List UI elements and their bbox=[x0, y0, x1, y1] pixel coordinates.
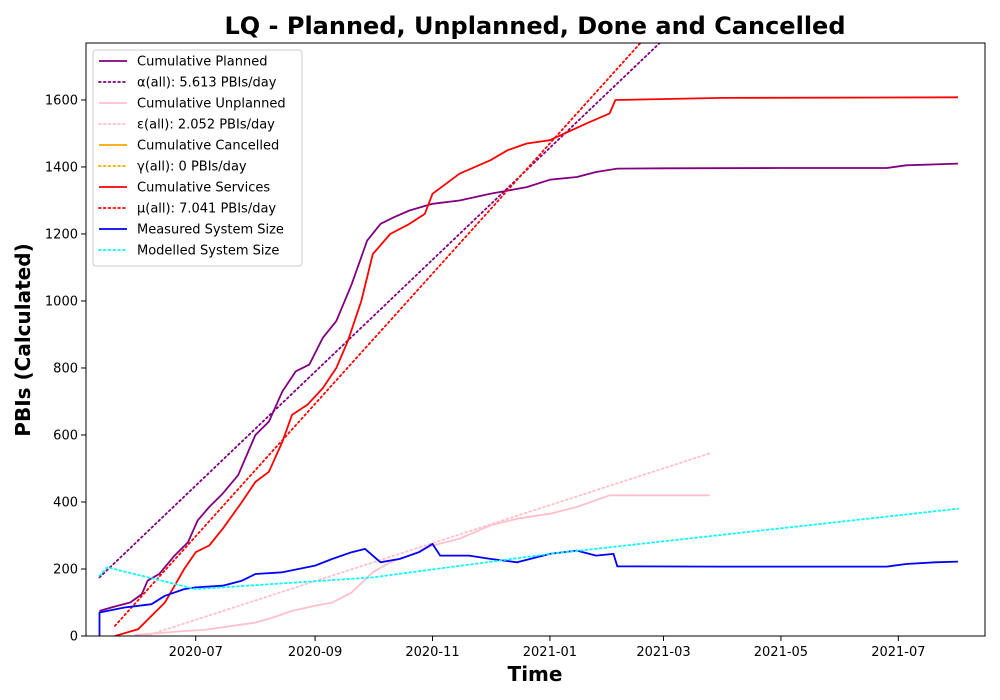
series-line-8 bbox=[98, 543, 959, 636]
x-tick-label: 2021-05 bbox=[754, 645, 808, 660]
x-tick-label: 2021-07 bbox=[871, 645, 925, 660]
series-line-9 bbox=[98, 507, 959, 590]
legend-label: Cumulative Cancelled bbox=[137, 139, 279, 154]
y-axis-label: PBIs (Calculated) bbox=[11, 243, 35, 436]
legend-label: γ(all): 0 PBIs/day bbox=[137, 160, 247, 175]
series-line-0 bbox=[99, 162, 959, 612]
y-tick-label: 1400 bbox=[45, 160, 78, 175]
legend-label: ε(all): 2.052 PBIs/day bbox=[137, 118, 275, 133]
legend-label: μ(all): 7.041 PBIs/day bbox=[137, 202, 276, 217]
y-tick-label: 1200 bbox=[45, 227, 78, 242]
axis-ticks: 2020-07 2020-09 2020-11 2021-01 2021-03 2021-… bbox=[45, 93, 926, 660]
legend-label: Cumulative Services bbox=[137, 181, 270, 196]
legend-label: Measured System Size bbox=[137, 223, 284, 238]
series-line-3 bbox=[144, 452, 711, 636]
x-tick-label: 2020-07 bbox=[169, 645, 223, 660]
plot-area bbox=[98, 43, 959, 636]
legend-label: Cumulative Planned bbox=[137, 55, 267, 70]
legend-label: Modelled System Size bbox=[137, 244, 279, 259]
series-line-6 bbox=[114, 96, 959, 636]
y-tick-label: 600 bbox=[53, 428, 78, 443]
legend-label: α(all): 5.613 PBIs/day bbox=[137, 76, 277, 91]
y-tick-label: 0 bbox=[70, 630, 78, 645]
y-tick-label: 400 bbox=[53, 495, 78, 510]
x-tick-label: 2020-09 bbox=[288, 645, 342, 660]
x-tick-label: 2020-11 bbox=[405, 645, 459, 660]
x-tick-label: 2021-01 bbox=[523, 645, 577, 660]
x-axis-label: Time bbox=[508, 662, 563, 686]
legend-box bbox=[92, 49, 303, 267]
y-tick-label: 1000 bbox=[45, 294, 78, 309]
plot-frame bbox=[85, 42, 986, 637]
legend-label: Cumulative Unplanned bbox=[137, 97, 286, 112]
legend: Cumulative Planned α(all): 5.613 PBIs/day… bbox=[92, 49, 303, 267]
y-tick-label: 200 bbox=[53, 562, 78, 577]
x-tick-label: 2021-03 bbox=[636, 645, 690, 660]
y-tick-label: 1600 bbox=[45, 93, 78, 108]
y-tick-label: 800 bbox=[53, 361, 78, 376]
chart-title: LQ - Planned, Unplanned, Done and Cancel… bbox=[224, 12, 845, 40]
series-line-7 bbox=[114, 43, 642, 627]
series-line-2 bbox=[134, 494, 710, 636]
